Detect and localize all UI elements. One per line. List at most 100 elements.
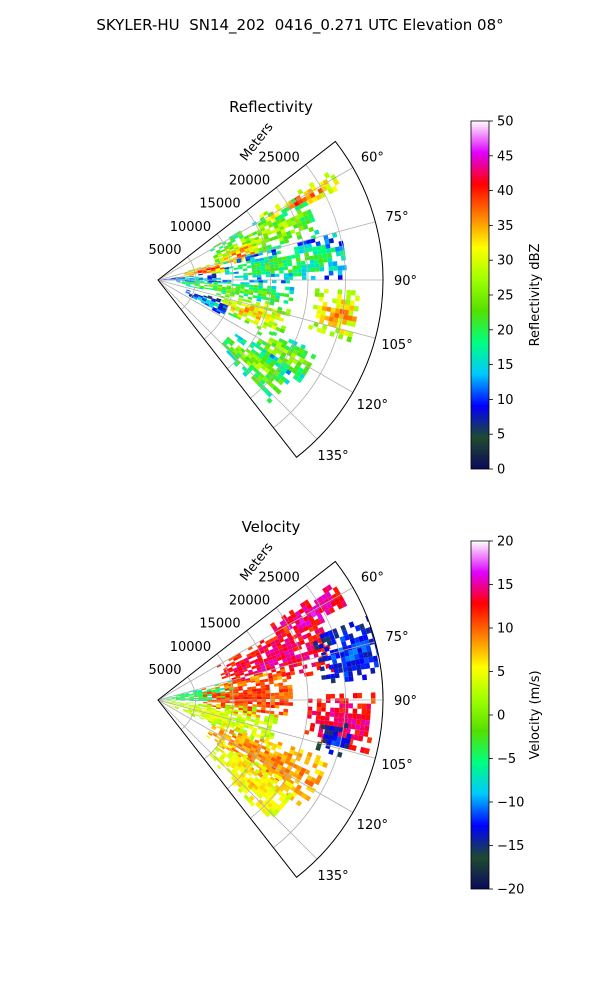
echo-cell [327,734,333,741]
echo-cell [264,650,271,656]
echo-cell [285,641,292,647]
echo-cell [217,307,223,311]
echo-cell [200,712,206,715]
echo-cell [256,690,262,694]
echo-cell [247,689,253,693]
echo-cell [340,304,346,310]
echo-cell [265,747,271,752]
echo-cell [287,338,294,344]
echo-cell [251,744,258,749]
echo-cell [253,309,259,314]
echo-cell [261,696,266,700]
echo-cell [249,795,255,801]
echo-cell [242,788,249,795]
echo-cell [282,211,289,218]
echo-cell [363,730,369,737]
colorbar-tick-label: −15 [497,839,524,854]
echo-cell [208,718,213,722]
echo-cell [257,753,263,759]
echo-cell [211,693,217,696]
echo-cell [236,718,242,722]
echo-cell [322,301,328,307]
echo-cell [262,672,268,677]
echo-cell [265,704,271,708]
echo-cell [276,250,282,255]
echo-cell [265,776,272,783]
echo-cell [238,694,244,698]
echo-cell [235,726,241,731]
echo-cell [278,317,285,322]
echo-cell [276,755,282,761]
echo-cell [365,645,372,652]
echo-cell [214,738,219,743]
echo-cell [301,634,308,640]
echo-cell [269,301,275,306]
echo-cell [268,716,274,721]
echo-cell [359,746,366,754]
echo-cell [224,762,230,768]
echo-cell [334,698,340,704]
echo-cell [246,754,252,759]
echo-cell [245,257,251,262]
echo-cell [265,701,271,705]
azimuth-tick-label: 75° [386,630,409,645]
echo-cell [240,719,246,723]
echo-cell [186,283,191,286]
echo-cell [353,734,359,741]
echo-cell [269,713,275,718]
echo-cell [229,693,235,696]
echo-cell [292,646,298,652]
echo-cell [259,379,266,386]
echo-cell [232,667,238,671]
echo-cell [320,310,327,316]
echo-cell [284,363,291,370]
echo-cell [302,349,309,356]
echo-cell [236,762,242,768]
echo-cell [292,772,299,779]
echo-cell [233,349,239,355]
echo-cell [268,719,274,724]
echo-cell [278,355,285,361]
echo-cell [224,708,230,711]
echo-cell [343,708,349,714]
echo-cell [343,698,349,704]
echo-cell [166,697,172,699]
echo-cell [245,738,251,743]
echo-cell [233,711,239,715]
colorbar-tick-label: 35 [497,219,514,234]
echo-cell [272,676,278,681]
echo-cell [226,761,232,766]
echo-cell [256,269,262,273]
echo-cell [280,766,287,772]
echo-cell [337,722,343,728]
echo-cell [237,681,242,685]
echo-cell [370,698,376,704]
echo-cell [175,698,181,700]
echo-cell [162,279,167,280]
echo-cell [272,254,278,259]
echo-cell [247,272,253,276]
echo-cell [322,586,329,594]
echo-cell [273,750,280,756]
echo-cell [236,316,242,321]
echo-cell [210,687,216,690]
echo-cell [341,265,347,271]
echo-cell [238,350,244,356]
echo-cell [272,635,279,641]
echo-cell [230,239,236,244]
echo-cell [214,259,220,262]
echo-cell [184,692,189,695]
echo-cell [226,287,232,290]
echo-cell [216,705,221,708]
echo-cell [275,641,282,647]
echo-cell [199,285,205,288]
echo-cell [231,781,237,787]
echo-cell [234,246,240,251]
echo-cell [353,636,360,644]
echo-cell [226,289,231,292]
echo-cell [186,280,191,282]
echo-cell [244,319,250,325]
echo-cell [220,697,226,700]
echo-cell [288,272,293,277]
echo-cell [232,773,238,780]
